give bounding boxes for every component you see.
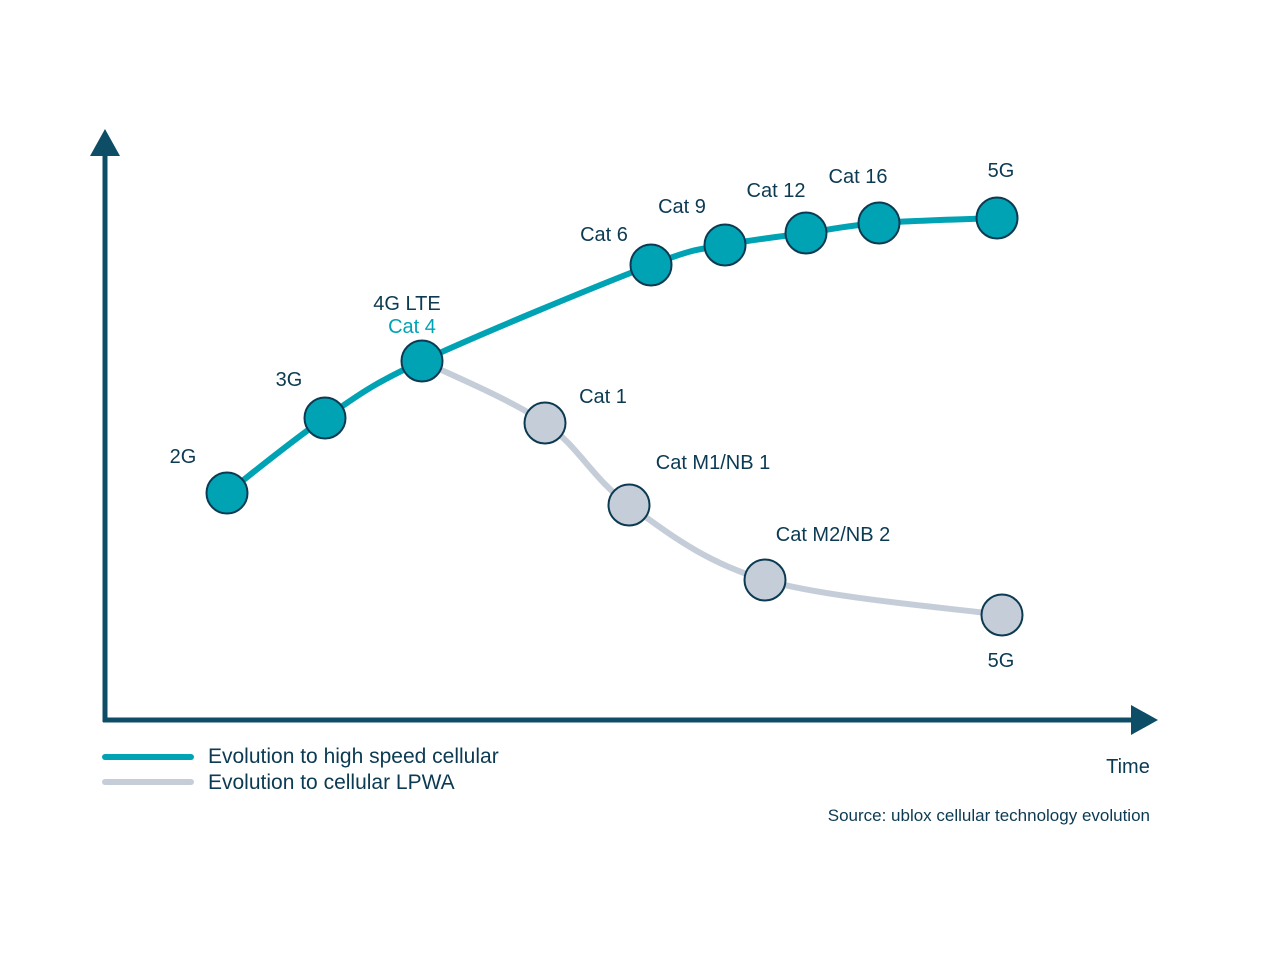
legend: Evolution to high speed cellular Evoluti… <box>102 745 499 794</box>
label-cat6: Cat 6 <box>580 224 628 246</box>
label-cat16: Cat 16 <box>829 166 888 188</box>
node-5g <box>975 196 1019 240</box>
source-note: Source: ublox cellular technology evolut… <box>828 806 1150 825</box>
label-cat12: Cat 12 <box>747 180 806 202</box>
legend-lpwa: Evolution to cellular LPWA <box>208 771 455 794</box>
label-5g-high: 5G <box>988 160 1015 182</box>
lpwa-curve <box>419 358 1005 618</box>
label-cat4: Cat 4 <box>388 316 436 338</box>
node-cat-m2-nb-2 <box>743 558 787 602</box>
label-cat1: Cat 1 <box>579 386 627 408</box>
hs-nodes <box>205 196 1019 515</box>
lpwa-nodes <box>523 401 1024 637</box>
y-axis-arrow <box>90 129 120 156</box>
high-speed-curve <box>224 215 1000 496</box>
label-4g-lte: 4G LTE <box>373 293 440 315</box>
node-3g <box>303 396 347 440</box>
node-cat-6 <box>629 243 673 287</box>
label-2g: 2G <box>170 446 197 468</box>
node-cat-9 <box>703 223 747 267</box>
label-3g: 3G <box>276 369 303 391</box>
node-cat-m1-nb-1 <box>607 483 651 527</box>
label-cat-m1: Cat M1/NB 1 <box>656 452 770 474</box>
node-2g <box>205 471 249 515</box>
node-4g-lte <box>400 339 444 383</box>
node-labels: 2G 3G 4G LTE Cat 4 Cat 6 Cat 9 Cat 12 Ca… <box>170 160 1015 672</box>
x-axis-label: Time <box>1106 756 1150 778</box>
node-5g <box>980 593 1024 637</box>
x-axis-arrow <box>1131 705 1158 735</box>
axes <box>90 129 1158 735</box>
node-cat-1 <box>523 401 567 445</box>
node-cat-12 <box>784 211 828 255</box>
label-cat-m2: Cat M2/NB 2 <box>776 524 890 546</box>
label-5g-lpwa: 5G <box>988 650 1015 672</box>
label-cat9: Cat 9 <box>658 196 706 218</box>
legend-high-speed: Evolution to high speed cellular <box>208 745 499 768</box>
node-cat-16 <box>857 201 901 245</box>
